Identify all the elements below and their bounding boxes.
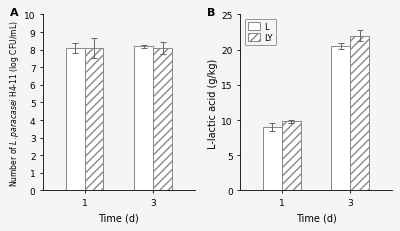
- X-axis label: Time (d): Time (d): [296, 213, 336, 223]
- X-axis label: Time (d): Time (d): [98, 213, 139, 223]
- Bar: [282, 122, 300, 191]
- Bar: [134, 47, 153, 191]
- Bar: [66, 49, 84, 191]
- Bar: [350, 36, 369, 191]
- Bar: [263, 128, 282, 191]
- Legend: L, LY: L, LY: [244, 20, 276, 46]
- Text: A: A: [10, 8, 18, 18]
- Text: B: B: [207, 8, 216, 18]
- Bar: [332, 47, 350, 191]
- Bar: [84, 49, 104, 191]
- Bar: [153, 49, 172, 191]
- Y-axis label: L-lactic acid (g/kg): L-lactic acid (g/kg): [208, 58, 218, 148]
- Y-axis label: Number of $\it{L. paracasei}$ H4-11 (log CFU/mL): Number of $\it{L. paracasei}$ H4-11 (log…: [8, 20, 21, 186]
